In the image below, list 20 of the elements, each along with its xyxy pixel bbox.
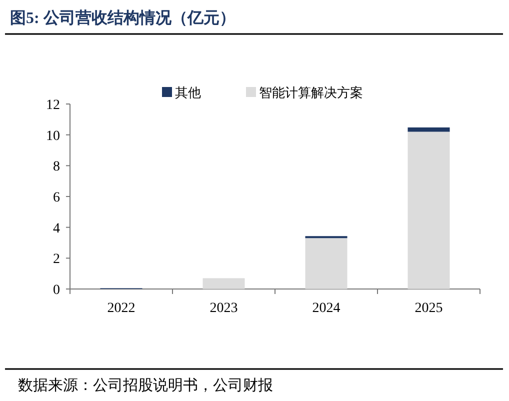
x-tick-label: 2024 (312, 301, 340, 316)
x-tick-label: 2023 (210, 301, 238, 316)
y-tick-label: 0 (53, 283, 60, 298)
source-note: 数据来源：公司招股说明书，公司财报 (18, 377, 273, 394)
y-tick-label: 2 (53, 252, 60, 268)
y-tick-label: 8 (53, 160, 60, 175)
bar (408, 127, 450, 132)
y-tick-label: 10 (46, 128, 60, 144)
y-tick-label: 6 (53, 190, 60, 206)
bar (305, 238, 348, 289)
legend-label: 智能计算解决方案 (259, 85, 363, 100)
legend-label: 其他 (175, 85, 201, 100)
y-tick-label: 4 (53, 221, 60, 236)
plot: 0 2 4 6 8 10 12 2022 2023 2024 2025 (46, 98, 480, 316)
x-tick-label: 2025 (414, 301, 443, 316)
title: 图5: 公司营收结构情况（亿元） (10, 10, 236, 27)
bar (408, 132, 450, 289)
bar (202, 278, 245, 289)
x-tick-label: 2022 (107, 301, 136, 316)
y-tick-label: 12 (46, 98, 60, 113)
